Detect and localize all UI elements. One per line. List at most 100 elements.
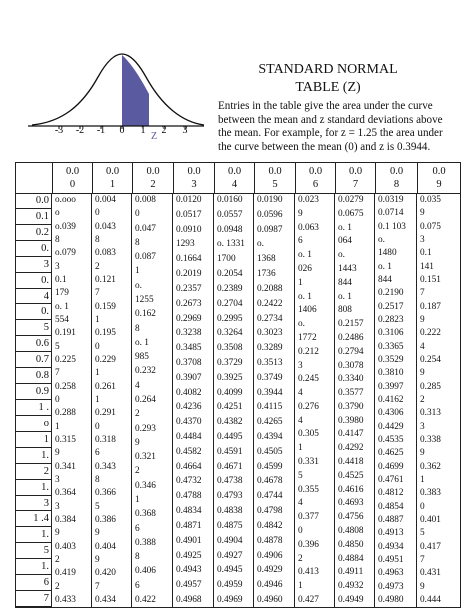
table-cell: 0.3925 bbox=[217, 372, 243, 383]
table-cell: 0.4761 bbox=[378, 475, 404, 485]
table-cell: 0.258 bbox=[55, 381, 76, 392]
table-cell: 5 bbox=[55, 341, 60, 352]
table-cell: 0.3365 bbox=[378, 341, 404, 352]
page-subtitle: TABLE (Z) bbox=[295, 80, 361, 95]
table-cell: 0.004 bbox=[95, 195, 116, 205]
table-cell: 1 bbox=[298, 581, 303, 592]
table-cell: 0.291 bbox=[95, 408, 116, 419]
table-cell: 0.4599 bbox=[257, 461, 283, 472]
table-cell: 0.4099 bbox=[217, 387, 243, 398]
table-cell: 2 bbox=[55, 555, 60, 565]
table-cell: 0.225 bbox=[55, 355, 76, 365]
data-column: 0.0319 0.0714 0.1 103 o. 1480 o. 1 844 0.2190 0.… bbox=[375, 193, 417, 607]
table-cell: 0.4744 bbox=[257, 491, 283, 502]
table-cell: 0.3997 bbox=[378, 381, 404, 392]
table-cell: 0.264 bbox=[135, 395, 156, 405]
table-cell: 0.4887 bbox=[378, 515, 404, 525]
table-cell: 0.383 bbox=[420, 488, 441, 499]
table-cell: 2 bbox=[135, 409, 140, 420]
table-cell: 2 bbox=[298, 553, 303, 564]
table-cell: 0.4913 bbox=[378, 528, 404, 539]
table-cell: 554 bbox=[55, 315, 69, 325]
table-cell: 0.2704 bbox=[217, 298, 243, 309]
z-label: 0. bbox=[16, 241, 52, 257]
table-cell: 0.366 bbox=[95, 488, 116, 499]
table-cell: 0.4949 bbox=[338, 595, 364, 605]
column-header-bottom: 5 bbox=[272, 179, 278, 190]
table-cell: 0.1 bbox=[420, 248, 432, 259]
table-cell: 0.4162 bbox=[378, 395, 404, 405]
column-divider bbox=[91, 193, 92, 607]
table-cell: 0.315 bbox=[55, 435, 76, 445]
table-cell: 0.3289 bbox=[257, 343, 283, 354]
table-cell: 2 bbox=[135, 466, 140, 477]
table-cell: 0.2517 bbox=[378, 301, 404, 312]
column-header: 0.0 5 bbox=[254, 163, 295, 193]
table-cell: 5 bbox=[420, 528, 425, 539]
column-header-top: 0.0 bbox=[308, 166, 323, 177]
table-cell: 8 bbox=[135, 552, 140, 563]
table-cell: 0.4699 bbox=[378, 461, 404, 472]
table-cell: 0.159 bbox=[95, 301, 116, 312]
table-cell: o.ooo bbox=[55, 195, 76, 205]
table-cell: 9 bbox=[95, 528, 100, 539]
column-header-top: 0.0 bbox=[268, 166, 282, 177]
table-cell: 0.4850 bbox=[338, 539, 364, 550]
table-cell: 0.321 bbox=[135, 452, 156, 463]
table-cell: 0.4788 bbox=[176, 491, 202, 502]
table-cell: 1736 bbox=[257, 269, 276, 280]
table-cell: 0.4808 bbox=[338, 526, 364, 537]
table-cell: 0.4484 bbox=[176, 432, 202, 443]
table-cell: o. 1 bbox=[298, 250, 312, 261]
table-cell: 0.0319 bbox=[378, 195, 404, 205]
z-label: 5 bbox=[16, 320, 52, 337]
table-cell: 0.434 bbox=[95, 595, 116, 605]
table-cell: 0 bbox=[95, 208, 100, 219]
table-cell: 8 bbox=[135, 237, 140, 248]
table-cell: 0.4871 bbox=[176, 520, 202, 531]
table-cell: 0.4370 bbox=[176, 417, 202, 428]
column-header: 0.0 4 bbox=[214, 163, 254, 193]
column-header: 0.0 0 bbox=[52, 163, 92, 193]
column-divider bbox=[294, 193, 295, 607]
table-cell: 0.433 bbox=[55, 595, 76, 605]
table-cell: 0.4969 bbox=[217, 595, 243, 605]
column-header: 0.0 9 bbox=[417, 163, 460, 193]
table-cell: 0.2054 bbox=[217, 269, 243, 280]
table-cell: 2 bbox=[420, 395, 425, 405]
table-cell: 4 bbox=[420, 341, 425, 352]
table-cell: 0.1 bbox=[55, 275, 67, 285]
table-cell: 0.4963 bbox=[378, 568, 404, 579]
table-cell: o. 1 bbox=[135, 337, 149, 348]
column-divider bbox=[253, 193, 254, 607]
column-divider bbox=[416, 193, 417, 607]
table-cell: o.079 bbox=[55, 248, 76, 259]
table-cell: 0.431 bbox=[420, 568, 441, 579]
data-column: 0.004 0 0.043 8 0.083 2 0.121 7 0.159 1 0.195 0 0.22… bbox=[92, 193, 132, 607]
table-cell: 0.2157 bbox=[338, 319, 364, 330]
table-cell: 0.313 bbox=[420, 408, 441, 419]
z-label: 0.6 bbox=[16, 336, 52, 353]
table-cell: 0.3577 bbox=[338, 388, 364, 399]
table-cell: 0.2088 bbox=[257, 283, 283, 294]
table-cell: 844 bbox=[338, 277, 352, 288]
table-cell: 0.0517 bbox=[176, 209, 202, 220]
table-cell: 026 bbox=[298, 263, 312, 274]
table-cell: 0.4678 bbox=[257, 476, 283, 487]
bell-curve bbox=[31, 53, 204, 126]
table-cell: 0.254 bbox=[420, 355, 441, 365]
column-header-top: 0.0 bbox=[105, 166, 120, 177]
table-cell: 9 bbox=[95, 555, 100, 565]
z-label: 5 bbox=[16, 543, 52, 560]
column-header: 0.0 7 bbox=[335, 163, 375, 193]
table-cell: 0.343 bbox=[95, 461, 116, 472]
table-cell: 0.4382 bbox=[217, 417, 243, 428]
table-cell: 0.4582 bbox=[176, 446, 202, 457]
shaded-area bbox=[122, 55, 149, 126]
table-cell: 4 bbox=[298, 388, 303, 399]
table-cell: 0.419 bbox=[55, 568, 76, 579]
z-label: 1. bbox=[16, 527, 52, 544]
column-header-bottom: 6 bbox=[312, 179, 319, 190]
table-cell: 0.4625 bbox=[378, 448, 404, 459]
table-cell: 8 bbox=[95, 475, 100, 485]
